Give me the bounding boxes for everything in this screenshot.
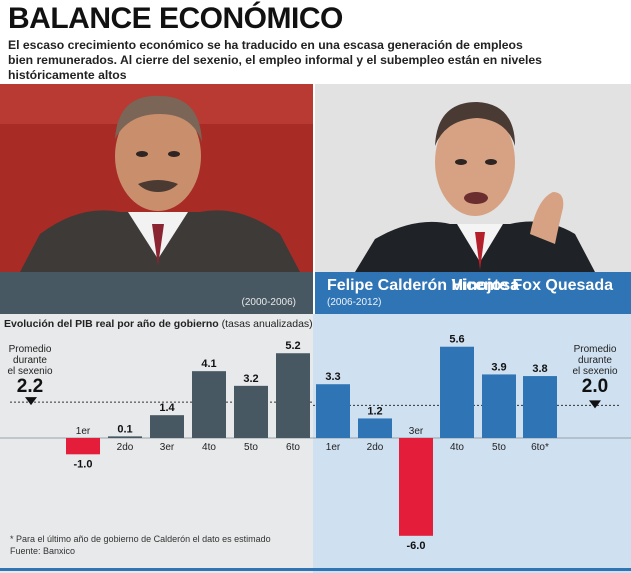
fox-name-bar — [0, 272, 313, 314]
fox-period: (2000-2006) — [241, 297, 296, 308]
page-subtitle: El escaso crecimiento económico se ha tr… — [8, 38, 542, 82]
avg-value-fox: 2.2 — [16, 376, 44, 397]
category-label-6: 6to — [286, 442, 300, 453]
bar-calderon-5 — [482, 374, 516, 438]
value-label-5: 3.2 — [243, 373, 258, 385]
avg-label-fox-line2: durante — [13, 355, 47, 366]
bar-fox-1 — [66, 438, 100, 455]
chart-background-fox — [0, 314, 313, 573]
bar-calderon-4 — [440, 346, 474, 438]
bar-fox-5 — [234, 385, 268, 438]
category-label-8: 2do — [367, 442, 384, 453]
avg-label-calderon-line2: durante — [578, 355, 612, 366]
avg-label-calderon-line3: el sexenio — [572, 366, 618, 377]
calderon-period: (2006-2012) — [327, 297, 382, 308]
calderon-portrait — [315, 84, 631, 272]
category-label-3: 3er — [160, 442, 175, 453]
value-label-11: 3.9 — [491, 361, 506, 373]
category-label-12: 6to* — [531, 442, 549, 453]
footnote-estimate: * Para el último año de gobierno de Cald… — [10, 534, 271, 544]
footnote: * Para el último año de gobierno de Cald… — [10, 533, 271, 557]
bar-fox-4 — [192, 371, 226, 438]
avg-value-calderon: 2.0 — [581, 376, 609, 397]
category-label-2: 2do — [117, 442, 134, 453]
fox-portrait — [0, 84, 313, 272]
bar-calderon-2 — [358, 418, 392, 438]
bottom-rule — [0, 568, 631, 571]
fox-name: Vicente Fox Quesada — [451, 277, 613, 294]
category-label-11: 5to — [492, 442, 506, 453]
category-label-4: 4to — [202, 442, 216, 453]
footnote-source: Fuente: Banxico — [10, 546, 76, 556]
avg-label-fox: Promedio durante el sexenio — [2, 344, 58, 377]
value-label-2: 0.1 — [117, 423, 132, 435]
portraits — [0, 84, 631, 272]
category-label-1: 1er — [76, 426, 91, 437]
value-label-6: 5.2 — [285, 340, 300, 352]
bar-fox-2 — [108, 436, 142, 438]
avg-label-fox-line3: el sexenio — [7, 366, 53, 377]
average-marker-calderon — [589, 400, 601, 409]
avg-label-calderon: Promedio durante el sexenio — [565, 344, 625, 377]
avg-label-calderon-line1: Promedio — [573, 344, 617, 355]
value-label-1: -1.0 — [74, 458, 93, 470]
value-label-4: 4.1 — [201, 358, 216, 370]
category-label-10: 4to — [450, 442, 464, 453]
category-label-7: 1er — [326, 442, 341, 453]
chart-title: Evolución del PIB real por año de gobier… — [4, 318, 313, 330]
calderon-name: Felipe Calderón Hinojosa — [327, 277, 520, 294]
average-marker-fox — [25, 397, 37, 406]
bar-calderon-1 — [316, 384, 350, 438]
value-label-10: 5.6 — [449, 334, 464, 346]
bar-fox-6 — [276, 353, 310, 438]
page-title: BALANCE ECONÓMICO — [8, 2, 343, 35]
bar-calderon-6 — [523, 376, 557, 438]
value-label-3: 1.4 — [159, 402, 175, 414]
value-label-8: 1.2 — [367, 405, 382, 417]
bar-fox-3 — [150, 415, 184, 438]
bar-calderon-3 — [399, 438, 433, 536]
chart-title-note: (tasas anualizadas) — [221, 318, 313, 330]
chart-title-text: Evolución del PIB real por año de gobier… — [4, 318, 219, 330]
avg-label-fox-line1: Promedio — [8, 344, 52, 355]
value-label-9: -6.0 — [407, 540, 426, 552]
category-label-9: 3er — [409, 426, 424, 437]
value-label-7: 3.3 — [325, 371, 340, 383]
category-label-5: 5to — [244, 442, 258, 453]
calderon-name-bar — [315, 272, 631, 314]
value-label-12: 3.8 — [532, 363, 547, 375]
